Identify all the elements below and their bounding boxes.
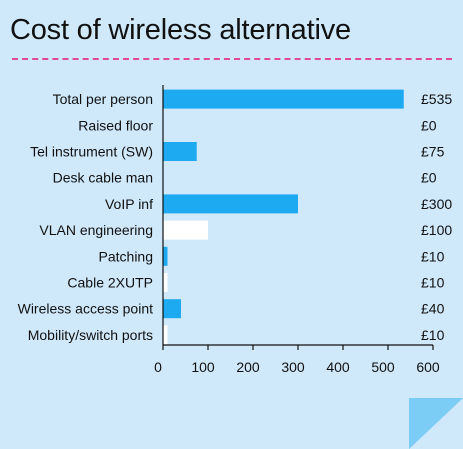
value-label-9: £10	[421, 327, 445, 343]
category-label-2: Tel instrument (SW)	[30, 144, 153, 160]
category-label-0: Total per person	[53, 91, 153, 107]
title-divider	[12, 58, 452, 60]
bar-7	[163, 273, 168, 292]
value-label-6: £10	[421, 248, 445, 264]
x-tick-label-5: 500	[371, 359, 395, 375]
x-axis: 0 100 200 300 400 500 600	[154, 85, 440, 375]
bar-5	[163, 220, 208, 240]
x-tick-label-1: 100	[191, 359, 215, 375]
value-label-0: £535	[421, 91, 452, 107]
value-label-4: £300	[421, 196, 452, 212]
value-label-1: £0	[421, 117, 437, 133]
value-label-5: £100	[421, 222, 452, 238]
page-fold-decoration	[409, 398, 463, 449]
value-labels: £535 £0 £75 £0 £300 £100 £10 £10 £40 £10	[421, 91, 452, 343]
category-label-3: Desk cable man	[53, 170, 153, 186]
bar-2	[163, 142, 197, 161]
bar-6	[163, 246, 168, 266]
x-tick-label-2: 200	[236, 359, 260, 375]
x-tick-label-3: 300	[281, 359, 305, 375]
x-tick-label-6: 600	[416, 359, 440, 375]
value-label-7: £10	[421, 275, 445, 291]
category-label-9: Mobility/switch ports	[28, 327, 153, 343]
bar-0	[163, 89, 404, 109]
value-label-3: £0	[421, 170, 437, 186]
value-label-8: £40	[421, 301, 445, 317]
category-label-4: VoIP inf	[105, 196, 153, 212]
bar-8	[163, 299, 181, 319]
x-tick-label-4: 400	[326, 359, 350, 375]
bars-group	[163, 89, 404, 345]
category-labels: Total per person Raised floor Tel instrume…	[18, 91, 154, 343]
chart-title: Cost of wireless alternative	[10, 14, 351, 46]
category-label-8: Wireless access point	[18, 301, 153, 317]
category-label-7: Cable 2XUTP	[67, 275, 153, 291]
category-label-6: Patching	[99, 248, 153, 264]
value-label-2: £75	[421, 144, 445, 160]
bar-4	[163, 194, 298, 214]
category-label-5: VLAN engineering	[39, 222, 153, 238]
bar-9	[163, 325, 168, 345]
x-tick-label-0: 0	[154, 359, 162, 375]
category-label-1: Raised floor	[78, 117, 153, 133]
